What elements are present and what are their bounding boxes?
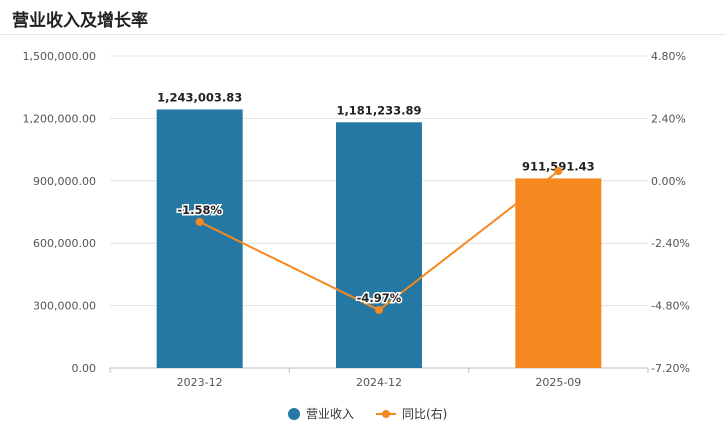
left-axis-tick-label: 1,500,000.00 (23, 50, 96, 63)
legend-item-yoy[interactable]: 同比(右) (376, 405, 447, 422)
yoy-point (195, 217, 204, 226)
yoy-point (375, 306, 383, 315)
revenue-growth-chart: 0.00 300,000.00 600,000.00 900,000.00 1,200,… (23, 50, 690, 389)
yoy-point (554, 167, 563, 176)
title-bar: 营业收入及增长率 (0, 0, 726, 35)
yoy-value-label: -4.97% (357, 291, 402, 305)
x-axis-tick-label: 2024-12 (356, 376, 402, 389)
left-axis-tick-label: 900,000.00 (33, 175, 96, 188)
revenue-value-label: 911,591.43 (522, 159, 595, 173)
revenue-value-label: 1,181,233.89 (336, 103, 421, 117)
left-axis-tick-label: 0.00 (72, 362, 97, 375)
legend: 营业收入 同比(右) (0, 405, 726, 425)
left-axis-tick-label: 300,000.00 (33, 300, 96, 313)
right-axis-tick-label: 0.00% (651, 175, 686, 188)
legend-swatch-yoy (376, 408, 396, 420)
yoy-value-label: -1.58% (177, 203, 222, 217)
right-axis-tick-label: -7.20% (651, 362, 690, 375)
revenue-bar (515, 178, 602, 368)
legend-label-revenue: 营业收入 (306, 407, 355, 421)
right-axis-tick-label: -2.40% (651, 237, 690, 250)
x-axis-tick-label: 2025-09 (535, 376, 581, 389)
right-axis-tick-label: -4.80% (651, 300, 690, 313)
left-axis-tick-label: 1,200,000.00 (23, 112, 96, 125)
revenue-bar (156, 109, 243, 368)
legend-swatch-revenue (288, 407, 300, 420)
legend-item-revenue[interactable]: 营业收入 (288, 405, 354, 422)
revenue-bar (336, 122, 422, 369)
legend-label-yoy: 同比(右) (402, 407, 448, 421)
right-axis-tick-label: 2.40% (651, 112, 686, 125)
left-axis-tick-label: 600,000.00 (33, 237, 96, 250)
revenue-value-label: 1,243,003.83 (157, 90, 242, 104)
right-axis-tick-label: 4.80% (651, 50, 686, 63)
chart-title: 营业收入及增长率 (12, 11, 148, 31)
x-axis-tick-label: 2023-12 (177, 376, 223, 389)
